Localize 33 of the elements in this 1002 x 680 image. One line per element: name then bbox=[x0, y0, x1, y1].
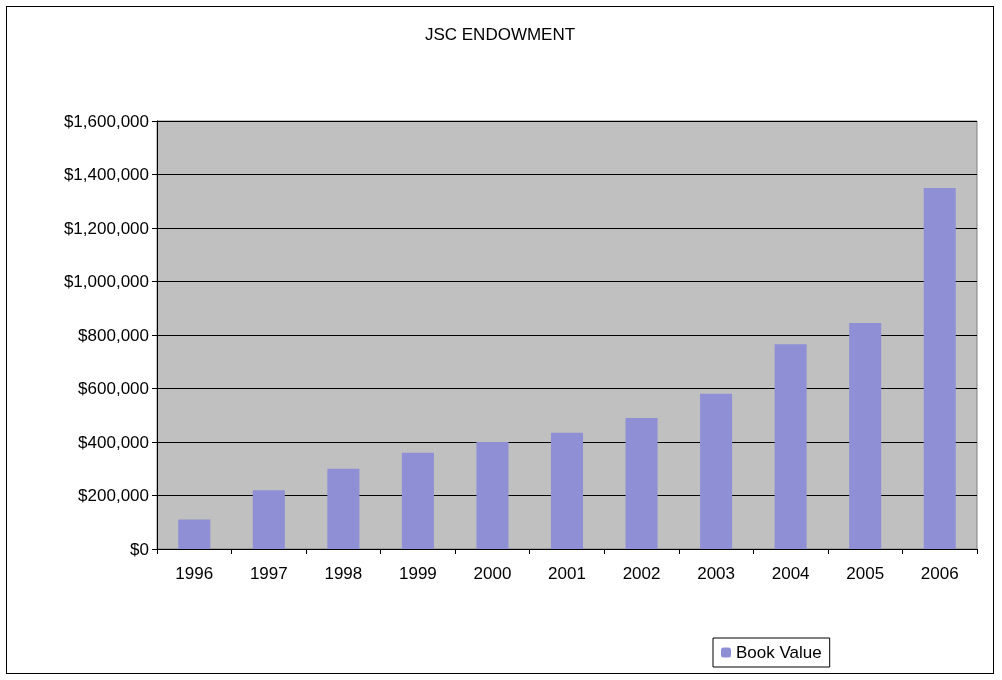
bar bbox=[327, 468, 360, 549]
x-tick-label: 2002 bbox=[622, 564, 661, 583]
x-tick-label: 2004 bbox=[771, 564, 810, 583]
bar bbox=[550, 432, 584, 549]
x-tick-label: 2001 bbox=[548, 564, 586, 583]
bar bbox=[700, 393, 733, 549]
y-tick-label: $1,000,000 bbox=[63, 272, 149, 291]
bar bbox=[774, 344, 807, 549]
y-tick-label: $400,000 bbox=[78, 432, 149, 452]
bar bbox=[476, 442, 509, 549]
x-tick-label: 1999 bbox=[399, 564, 437, 583]
bar bbox=[625, 417, 658, 549]
x-tick-label: 2005 bbox=[846, 564, 885, 583]
y-tick-label: $800,000 bbox=[78, 325, 149, 345]
x-tick-label: 2000 bbox=[473, 564, 512, 583]
x-tick-label: 1997 bbox=[249, 564, 288, 583]
chart-title: JSC ENDOWMENT bbox=[424, 25, 576, 44]
bar bbox=[252, 490, 285, 549]
y-tick-label: $200,000 bbox=[78, 486, 149, 505]
x-tick-label: 2006 bbox=[920, 564, 959, 583]
bar bbox=[849, 322, 882, 549]
legend-label: Book Value bbox=[736, 643, 822, 662]
y-tick-label: $1,600,000 bbox=[63, 111, 149, 131]
x-tick-label: 2003 bbox=[697, 564, 735, 583]
y-tick-label: $0 bbox=[130, 539, 149, 559]
x-tick-label: 1998 bbox=[324, 564, 363, 583]
y-tick-label: $600,000 bbox=[78, 379, 149, 398]
x-tick-label: 1996 bbox=[175, 564, 214, 583]
bar bbox=[401, 452, 434, 549]
y-tick-label: $1,400,000 bbox=[63, 165, 149, 184]
y-tick-label: $1,200,000 bbox=[63, 218, 149, 238]
bar bbox=[178, 519, 211, 549]
bar bbox=[923, 187, 956, 549]
